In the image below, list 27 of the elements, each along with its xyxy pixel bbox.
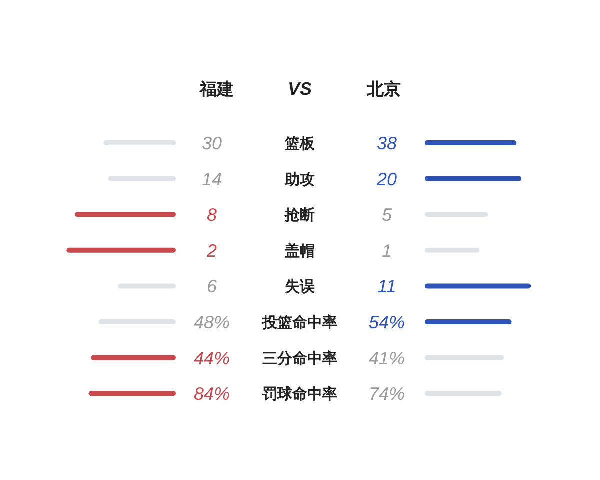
data-label: 30 — [202, 134, 222, 154]
text: 北京 — [366, 80, 401, 99]
category-label: 篮板 — [284, 136, 316, 152]
data-label: 2 — [206, 240, 218, 261]
data-label: 5 — [382, 205, 393, 226]
data-label: 14 — [202, 169, 222, 190]
category-label: 抢断 — [284, 207, 315, 224]
data-label: 1 — [382, 240, 392, 261]
data-label: 20 — [376, 169, 398, 190]
text: VS — [288, 79, 312, 99]
data-label: 74% — [368, 384, 406, 404]
data-label: 38 — [376, 134, 398, 154]
data-label: 84% — [194, 384, 230, 404]
data-label: 8 — [206, 205, 218, 226]
category-label: 投篮命中率 — [262, 314, 338, 332]
category-label: 三分命中率 — [262, 349, 338, 368]
data-label: 6 — [206, 276, 218, 297]
data-label: 44% — [194, 348, 230, 368]
category-label: 失误 — [285, 278, 316, 296]
data-label: 41% — [368, 348, 406, 368]
data-label: 54% — [368, 312, 406, 332]
data-label: 11 — [378, 276, 396, 297]
category-label: 罚球命中率 — [262, 385, 338, 404]
category-label: 盖帽 — [285, 242, 315, 260]
category-label: 助攻 — [284, 171, 315, 188]
text: 福建 — [199, 80, 234, 99]
data-label: 48% — [194, 312, 230, 332]
